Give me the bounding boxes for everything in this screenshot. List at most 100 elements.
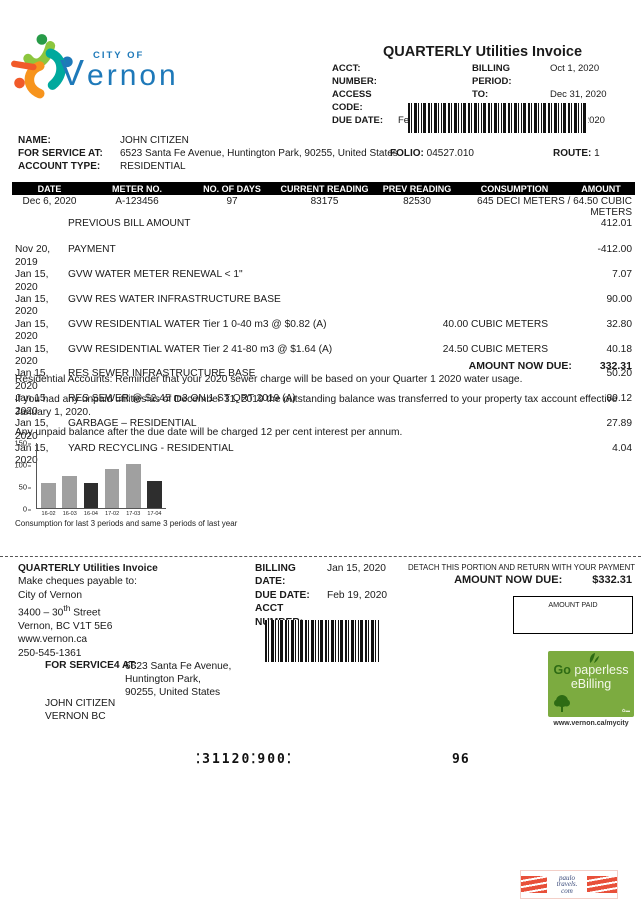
consumption-chart: 150 100 50 0 16-02 16-03 16-04 17-02 17-03 17-04 [14, 439, 174, 521]
meter-days: 97 [226, 196, 238, 207]
logo-city-of-text: CITY OF [93, 50, 145, 61]
customer-name: JOHN CITIZEN [120, 135, 189, 146]
line-item-desc: PAYMENT [68, 244, 116, 256]
acct-number-label: ACCT: NUMBER: [332, 63, 377, 87]
chart-bar [104, 469, 120, 508]
route-label: ROUTE: [553, 148, 592, 160]
chart-y-tick: 150 [14, 439, 31, 448]
line-item-row: Jan 15, 2020 GVW RES WATER INFRASTRUCTURE… [15, 294, 632, 319]
chart-bar-group: 16-03 [61, 443, 78, 517]
paulo-travels-watermark: paulo travels. com [520, 870, 618, 899]
line-item-amt: 32.80 [606, 318, 633, 330]
chart-y-tick: 0 [23, 505, 31, 514]
line-item-row: Jan 15, 2020 GARBAGE – RESIDENTIAL 27.89 [15, 418, 632, 443]
line-item-desc: GVW RES WATER INFRASTRUCTURE BASE [68, 294, 281, 306]
line-item-date: Jan 15, 2020 [15, 418, 49, 442]
line-item-desc: GARBAGE – RESIDENTIAL [68, 418, 197, 430]
remittance-barcode [265, 620, 380, 662]
stub-amount-due-value: $332.31 [592, 574, 632, 586]
previous-bill-label: PREVIOUS BILL AMOUNT [68, 218, 191, 229]
chart-plot: 16-02 16-03 16-04 17-02 17-03 17-04 [36, 443, 166, 517]
note-paragraph: Any unpaid balance after the due date wi… [15, 426, 403, 438]
due-date-label: DUE DATE: [332, 115, 384, 126]
billing-period-to-value: Dec 31, 2020 [550, 89, 607, 100]
meter-table-header: DATE METER NO. NO. OF DAYS CURRENT READING P… [12, 182, 635, 195]
ebilling-url[interactable]: www.vernon.ca/mycity [553, 720, 629, 727]
stub-amount-due-row: AMOUNT NOW DUE: $332.31 [390, 574, 632, 586]
mailing-name-block: JOHN CITIZEN VERNON BC [45, 697, 115, 723]
previous-bill-amount: 412.01 [600, 218, 632, 229]
chart-bar-group: 17-02 [104, 443, 121, 517]
billing-period-value: Oct 1, 2020 [550, 63, 600, 74]
meter-col-header: CURRENT READING [280, 183, 369, 194]
line-item-amt: -412.00 [597, 244, 632, 256]
route-field: ROUTE: 1 [553, 147, 600, 160]
previous-bill-row: PREVIOUS BILL AMOUNT 412.01 [15, 218, 632, 230]
line-item-qty: 40.00 CUBIC METERS [442, 318, 548, 330]
line-item-desc: RES SEWER INFRASTRUCTURE BASE [68, 368, 256, 380]
payee-website[interactable]: www.vernon.ca [18, 634, 88, 646]
chart-x-label: 17-04 [147, 511, 162, 517]
line-item-amt: 50.20 [606, 368, 633, 380]
line-item-row: Jan 15, 2020 GVW RESIDENTIAL WATER Tier 1… [15, 319, 632, 344]
meter-col-header: CONSUMPTION [480, 183, 549, 194]
note-paragraph: If you had any unpaid utilities as of De… [15, 394, 618, 418]
logo-vernon-wordmark: Vernon [60, 52, 179, 93]
watermark-text: paulo travels. com [556, 873, 578, 895]
meter-date: Dec 6, 2020 [22, 196, 77, 207]
chart-y-axis: 150 100 50 0 [14, 439, 34, 514]
note-paragraph: Residential Accounts: Reminder that your… [15, 374, 523, 385]
meter-col-header: NO. OF DAYS [203, 183, 261, 194]
street-sup: th [63, 603, 71, 614]
amount-now-due-value: 332.31 [599, 360, 632, 372]
line-item-date: Jan 15, 2020 [15, 368, 49, 392]
chart-x-label: 16-04 [83, 511, 98, 517]
access-code-label: ACCESS CODE: [332, 89, 372, 113]
line-item-date: Jan 15, 2020 [15, 343, 49, 368]
line-item-qty [408, 443, 548, 468]
line-item-amt: 7.07 [612, 269, 632, 281]
stub-amount-due-label: AMOUNT NOW DUE: [454, 574, 563, 586]
remittance-dates-block: BILLING DATE: Jan 15, 2020 DUE DATE: Feb… [255, 562, 417, 629]
stub-service-address: 6523 Santa Fe Avenue, Huntington Park, 9… [125, 660, 231, 699]
ebilling-badge[interactable]: Go paperless eBilling ✿▬ [548, 651, 634, 717]
name-label: NAME: [18, 135, 51, 146]
amount-paid-box[interactable]: AMOUNT PAID [513, 596, 633, 634]
chart-bar-group: 17-04 [146, 443, 163, 517]
chart-bar-group: 17-03 [125, 443, 142, 517]
invoice-title: QUARTERLY Utilities Invoice [382, 44, 583, 60]
chart-y-tick: 50 [19, 483, 31, 492]
tree-icon [554, 695, 570, 712]
leaf-icon [589, 653, 600, 663]
meter-consumption: 645 DECI METERS / 64.50 CUBIC METERS [476, 196, 632, 218]
line-item-amt: 80.12 [606, 393, 633, 405]
route-value: 1 [594, 148, 600, 160]
detach-perforation-line [0, 556, 641, 557]
logo-vernon-letters: ernon [87, 59, 179, 92]
account-info: NAME: JOHN CITIZEN FOR SERVICE AT: 6523 … [18, 134, 632, 174]
line-item-desc: RES SEWER @ $2.45 m3 ON 1 ST QRT 2019 (A… [68, 393, 296, 405]
chart-y-tick: 100 [14, 461, 31, 470]
line-item-row: Nov 20, 2019 PAYMENT -412.00 [15, 244, 632, 269]
line-item-qty [408, 294, 548, 319]
city-of-vernon-logo-icon [11, 34, 73, 99]
amount-paid-label: AMOUNT PAID [548, 600, 598, 609]
line-item-qty: 24.50 CUBIC METERS [442, 343, 548, 355]
meter-current-reading: 83175 [310, 196, 339, 207]
acct-number-value [398, 62, 472, 88]
billing-period-label: BILLING PERIOD: [472, 63, 512, 87]
line-item-row: Jan 15, 2020 GVW RESIDENTIAL WATER Tier 2… [15, 344, 632, 369]
chart-bar-group: 16-04 [82, 443, 99, 517]
folio-label: FOLIO: [390, 148, 424, 160]
line-item-desc: YARD RECYCLING - RESIDENTIAL [68, 442, 234, 454]
stub-due-date-value: Feb 19, 2020 [327, 589, 388, 601]
meter-col-header: PREV READING [382, 183, 452, 194]
chart-bar [125, 464, 141, 508]
line-item-row: Jan 15, 2020 RES SEWER INFRASTRUCTURE BAS… [15, 368, 632, 393]
line-item-desc: GVW RESIDENTIAL WATER Tier 1 0-40 m3 @ $… [68, 318, 327, 330]
meter-col-header: AMOUNT [581, 183, 621, 194]
detach-instruction: DETACH THIS PORTION AND RETURN WITH YOUR… [408, 563, 635, 572]
micr-digits: 96 [452, 752, 470, 767]
stub-billing-date-label: BILLING DATE: [255, 563, 296, 588]
